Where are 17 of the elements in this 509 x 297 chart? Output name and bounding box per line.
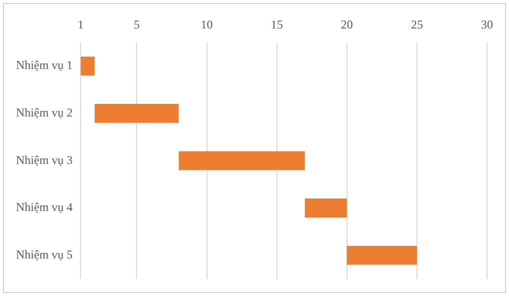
y-tick-label: Nhiệm vụ 3 [16, 152, 73, 167]
bar [346, 246, 417, 265]
x-tick-label: 5 [134, 17, 140, 32]
bar [178, 151, 305, 170]
x-tick-label: 10 [200, 17, 213, 32]
bar [94, 104, 179, 123]
y-tick-label: Nhiệm vụ 4 [16, 200, 73, 214]
bar [80, 56, 95, 76]
x-tick-label: 30 [481, 17, 493, 32]
x-tick-label: 1 [78, 17, 84, 32]
x-tick-label: 15 [270, 17, 283, 32]
y-tick-label: Nhiệm vụ 2 [16, 106, 73, 120]
y-tick-label: Nhiệm vụ 5 [16, 247, 73, 262]
x-tick-label: 20 [340, 17, 353, 32]
x-tick-label: 25 [410, 17, 423, 32]
y-tick-label: Nhiệm vụ 1 [16, 58, 73, 72]
bar [304, 198, 347, 218]
